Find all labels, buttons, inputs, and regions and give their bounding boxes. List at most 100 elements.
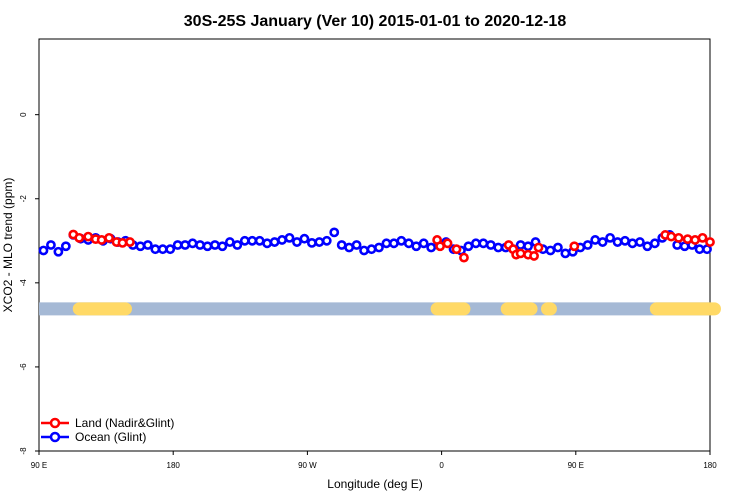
land-point xyxy=(459,252,469,263)
legend-item-ocean: Ocean (Glint) xyxy=(41,430,146,444)
ocean-point xyxy=(478,238,489,249)
x-tick-label: 180 xyxy=(703,461,717,470)
ocean-point xyxy=(299,233,310,244)
ocean-point xyxy=(306,237,317,248)
ocean-point xyxy=(523,241,533,252)
x-tick-label: 0 xyxy=(439,461,444,470)
ocean-point xyxy=(38,245,49,256)
ocean-point xyxy=(642,241,653,252)
ocean-point xyxy=(217,241,228,252)
series-land xyxy=(68,229,715,263)
ocean-point xyxy=(239,235,250,246)
ocean-point xyxy=(553,242,563,253)
x-tick-label: 90 W xyxy=(298,461,317,470)
ocean-point xyxy=(329,227,340,238)
land-point xyxy=(125,237,135,247)
ocean-point xyxy=(314,237,325,247)
ocean-point xyxy=(195,240,205,250)
ocean-point xyxy=(269,237,280,247)
land-point xyxy=(435,241,446,252)
ocean-point xyxy=(560,248,571,259)
ocean-point xyxy=(60,241,71,252)
ocean-point xyxy=(142,240,153,250)
land-point xyxy=(705,237,715,247)
land-point xyxy=(697,232,708,243)
ocean-point xyxy=(418,238,429,249)
ocean-point xyxy=(582,240,593,250)
land-point xyxy=(529,251,539,261)
ocean-point xyxy=(46,240,56,250)
ocean-point xyxy=(463,241,474,252)
legend-item-land: Land (Nadir&Glint) xyxy=(41,416,174,430)
land-point xyxy=(74,232,85,243)
ocean-point xyxy=(224,237,235,247)
ocean-point xyxy=(649,238,660,249)
ocean-point xyxy=(590,235,601,245)
ocean-point xyxy=(485,240,496,250)
land-point xyxy=(673,232,684,243)
land-point xyxy=(451,244,462,255)
ocean-point xyxy=(627,238,638,249)
y-tick-label: -4 xyxy=(19,279,28,287)
ocean-point xyxy=(210,240,220,250)
x-axis-label: Longitude (deg E) xyxy=(327,477,422,491)
ocean-point xyxy=(515,240,526,250)
ocean-point xyxy=(620,235,630,246)
ocean-point xyxy=(277,235,287,245)
x-tick-label: 180 xyxy=(167,461,181,470)
ocean-point xyxy=(150,244,161,255)
legend: Land (Nadir&Glint) Ocean (Glint) xyxy=(41,416,174,444)
ocean-point xyxy=(351,240,362,250)
ocean-point xyxy=(635,237,645,247)
ocean-point xyxy=(612,237,623,247)
x-tick-label: 90 E xyxy=(31,461,47,470)
y-tick-label: -8 xyxy=(19,447,28,455)
ocean-point xyxy=(396,235,407,246)
ocean-point xyxy=(411,241,422,252)
legend-marker-ocean xyxy=(49,431,61,443)
land-point xyxy=(682,234,693,245)
land-point xyxy=(96,235,107,245)
ocean-point xyxy=(493,242,504,253)
ocean-point xyxy=(284,232,295,243)
y-axis-label: XCO2 - MLO trend (ppm) xyxy=(1,178,15,313)
ocean-point xyxy=(388,238,399,249)
ocean-point xyxy=(366,244,377,255)
legend-label-ocean: Ocean (Glint) xyxy=(75,430,146,444)
ocean-point xyxy=(262,238,273,249)
land-point xyxy=(515,248,526,259)
ocean-point xyxy=(470,238,481,249)
ocean-point xyxy=(157,244,168,255)
ocean-point xyxy=(202,241,213,252)
ocean-point xyxy=(545,245,556,256)
ocean-point xyxy=(254,235,265,246)
ocean-point xyxy=(53,246,64,257)
ocean-point xyxy=(597,237,608,247)
ocean-point xyxy=(694,244,705,255)
land-point xyxy=(83,231,94,242)
ocean-point xyxy=(605,232,615,243)
y-axis: 0 -2 -4 -6 -8 xyxy=(19,112,39,455)
x-axis: 90 E 180 90 W 0 90 E 180 xyxy=(31,451,717,470)
x-tick-label: 90 E xyxy=(568,461,584,470)
ocean-point xyxy=(187,238,198,249)
y-tick-label: -6 xyxy=(19,363,28,371)
land-point xyxy=(533,242,544,253)
ocean-point xyxy=(180,240,191,250)
ocean-point xyxy=(426,242,437,253)
land-point xyxy=(666,231,677,242)
land-point xyxy=(442,238,453,249)
ocean-point xyxy=(344,242,355,253)
legend-label-land: Land (Nadir&Glint) xyxy=(75,416,174,430)
y-tick-label: 0 xyxy=(19,112,28,117)
ocean-point xyxy=(165,244,176,255)
ocean-point xyxy=(381,238,392,249)
chart-title: 30S-25S January (Ver 10) 2015-01-01 to 2… xyxy=(184,13,567,30)
land-point xyxy=(569,241,580,252)
ocean-point xyxy=(247,235,258,246)
legend-marker-land xyxy=(49,417,61,429)
ocean-point xyxy=(403,238,414,249)
land-point xyxy=(104,232,114,243)
series-ocean xyxy=(38,227,712,259)
